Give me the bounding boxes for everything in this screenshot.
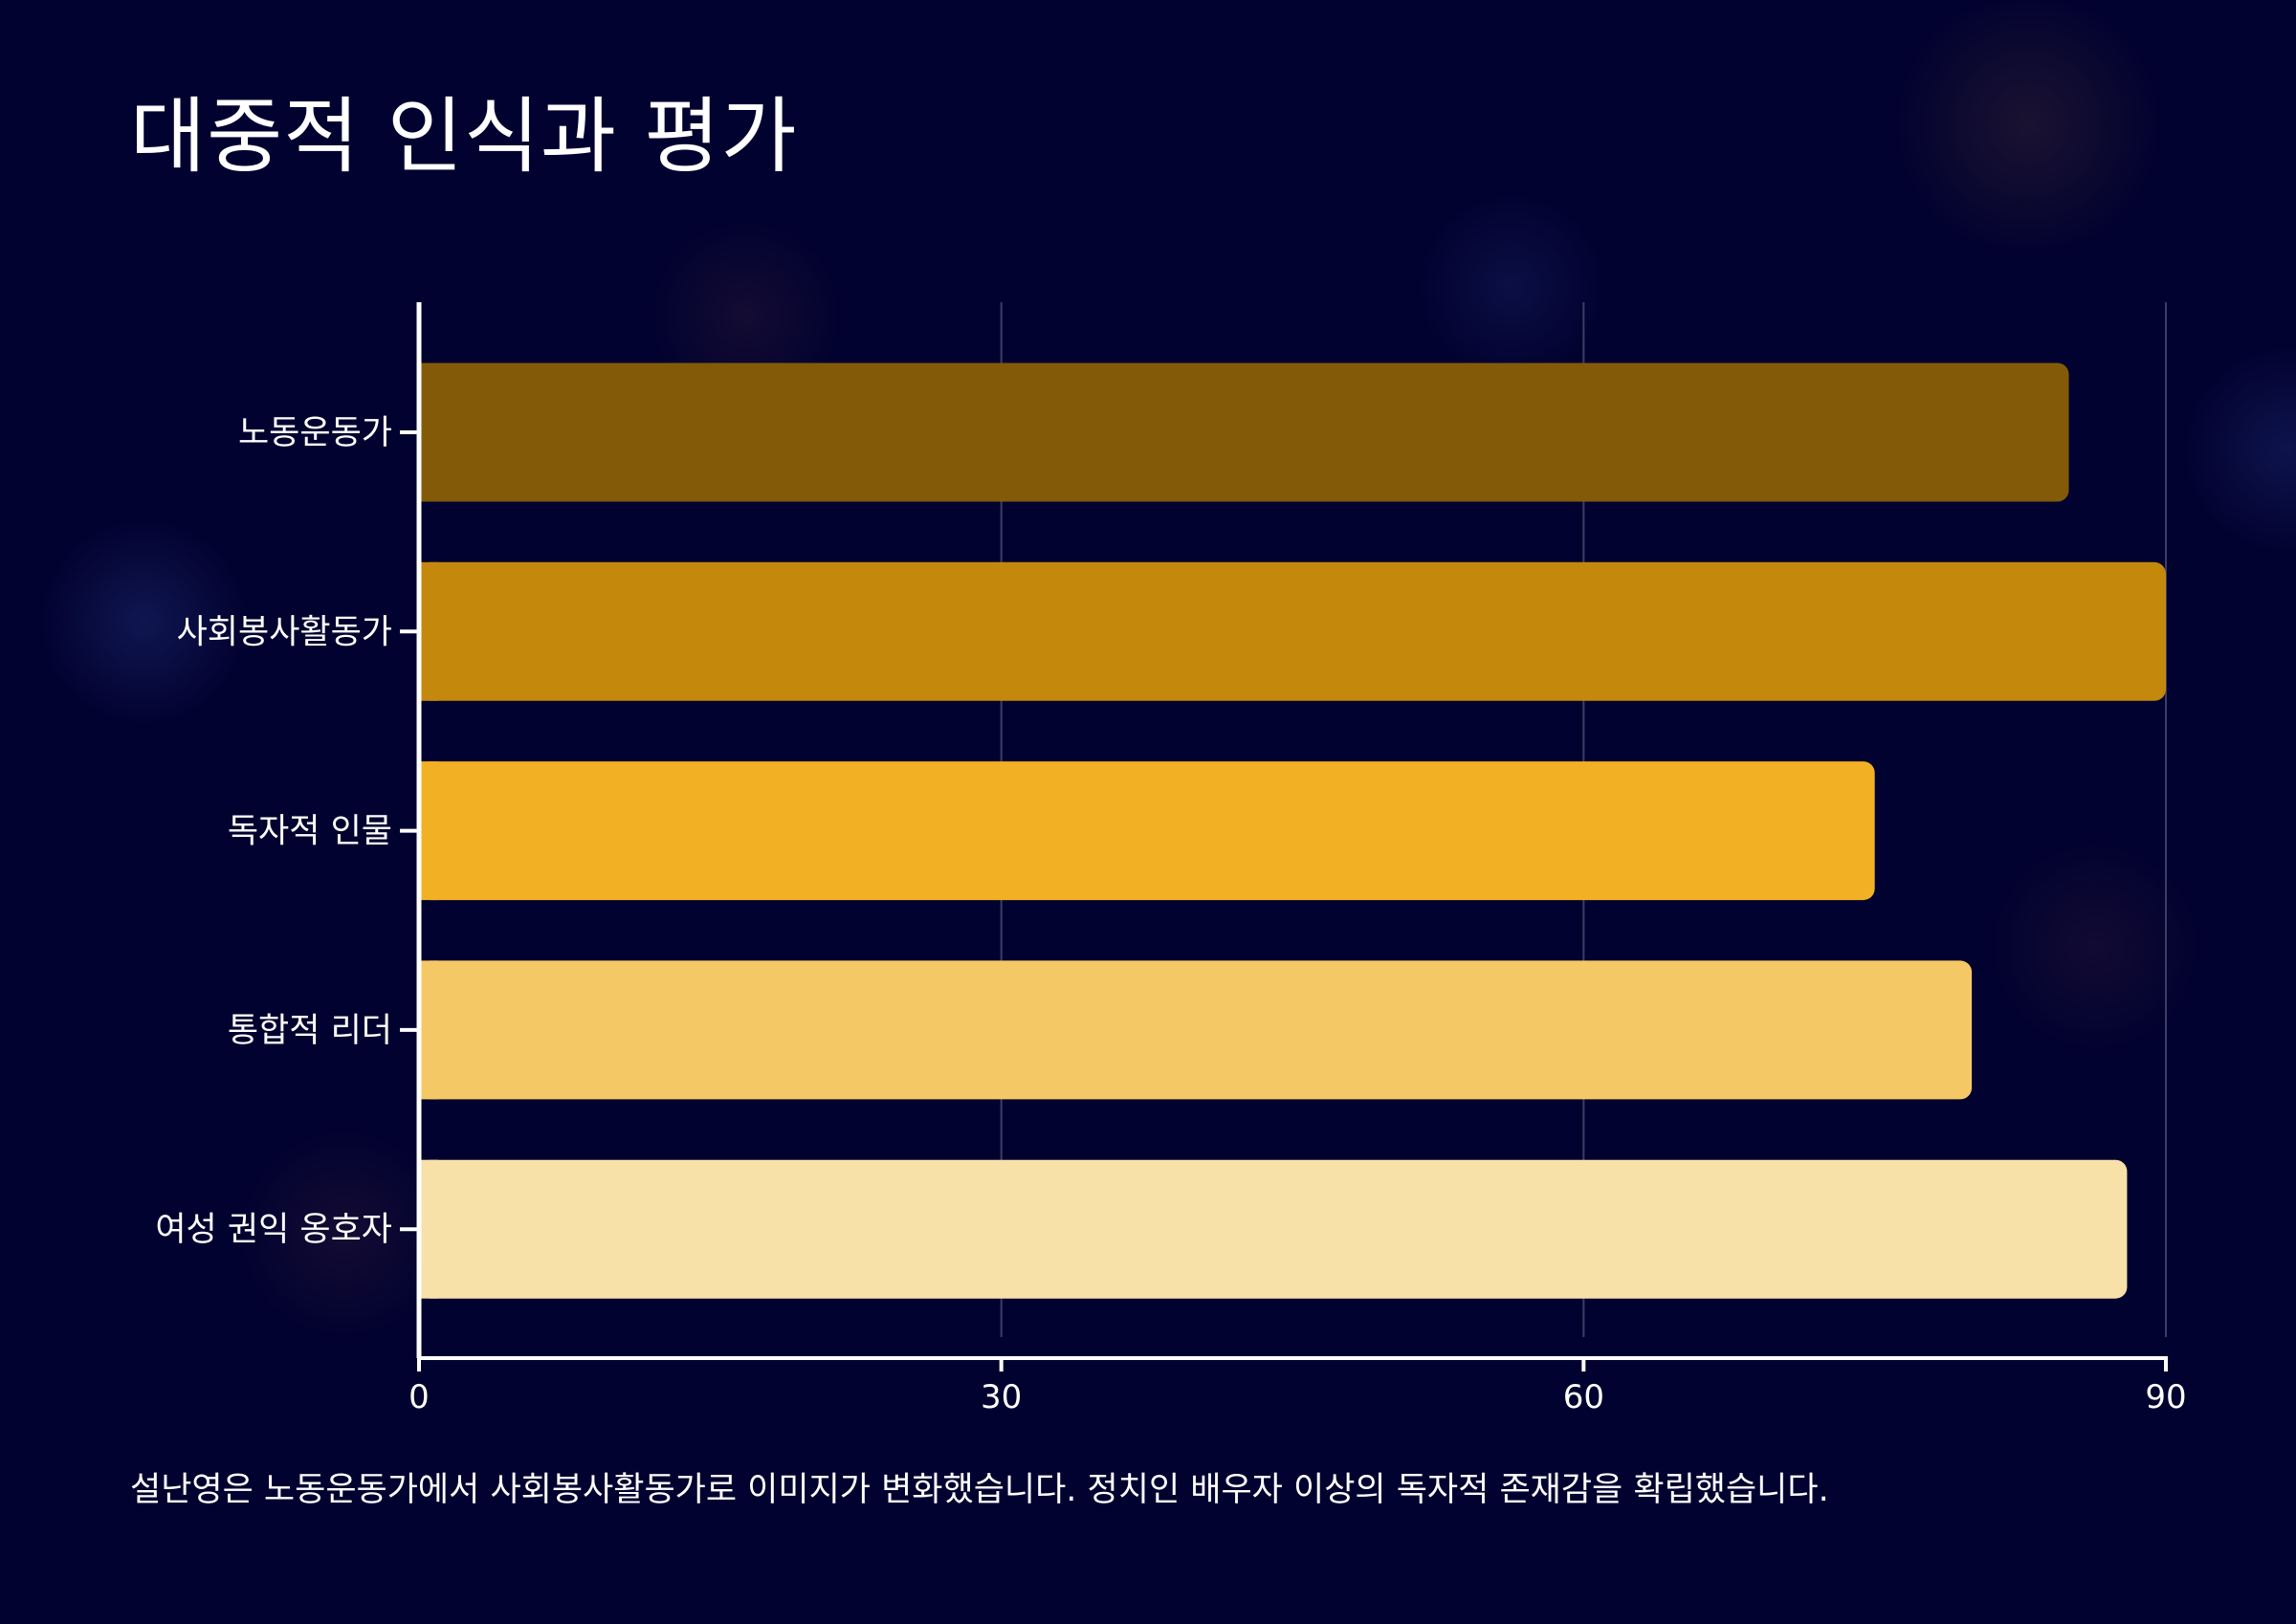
y-tick-label: 여성 권익 옹호자 (155, 1211, 392, 1249)
bar-4 (419, 960, 1973, 1100)
axes (400, 302, 2168, 1372)
x-tick-label: 90 (2145, 1378, 2186, 1416)
bar-1-edge (419, 362, 438, 502)
bar-3 (419, 761, 1875, 901)
bar-1 (419, 362, 2069, 502)
bar-5-edge (419, 1159, 438, 1299)
x-tick-label: 0 (408, 1378, 430, 1416)
x-tick-label: 60 (1563, 1378, 1604, 1416)
bar-5 (419, 1159, 2128, 1299)
bar-2-edge (419, 561, 438, 701)
bar-3-edge (419, 761, 438, 901)
chart-caption: 설난영은 노동운동가에서 사회봉사활동가로 이미지가 변화했습니다. 정치인 배… (130, 1471, 1829, 1509)
x-tick-label: 30 (981, 1378, 1022, 1416)
bars (419, 362, 2166, 1299)
y-tick-label: 사회봉사활동가 (177, 613, 392, 651)
y-tick-label: 독자적 인물 (228, 813, 392, 851)
chart-title: 대중적 인식과 평가 (130, 89, 798, 185)
bar-4-edge (419, 960, 438, 1100)
y-tick-label: 통합적 리더 (228, 1012, 392, 1050)
bar-2 (419, 561, 2166, 701)
y-tick-label: 노동운동가 (238, 414, 392, 452)
